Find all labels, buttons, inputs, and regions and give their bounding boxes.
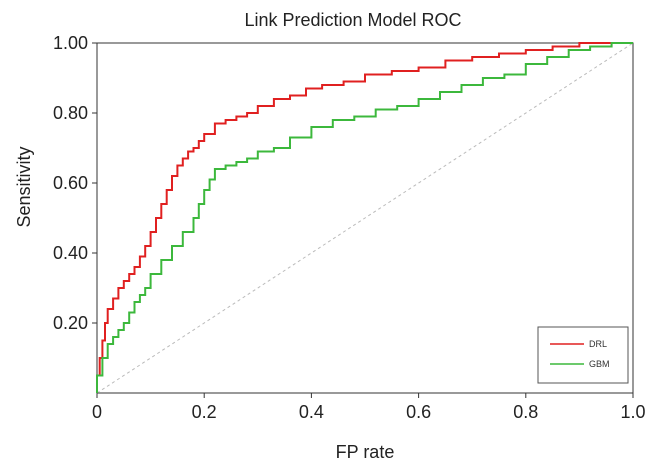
series-line-gbm [96,42,633,393]
legend-box [537,326,629,384]
x-tick-label: 0.8 [513,402,538,422]
y-tick-label: 0.60 [53,173,88,193]
legend-label-drl: DRL [589,339,607,349]
y-tick-label: 0.20 [53,313,88,333]
x-tick-label: 0.6 [406,402,431,422]
x-tick-label: 0 [92,402,102,422]
legend: DRL GBM [537,326,629,384]
reference-diagonal [96,42,634,394]
x-tick-label: 0.2 [192,402,217,422]
y-tick-label: 0.80 [53,103,88,123]
x-tick-label: 1.0 [620,402,645,422]
chart-title: Link Prediction Model ROC [244,10,461,30]
x-tick-label: 0.4 [299,402,324,422]
y-axis-title: Sensitivity [14,146,34,227]
y-axis-ticks: 0.20 0.40 0.60 0.80 1.00 [53,33,97,333]
reference-layer [96,42,634,394]
y-tick-label: 0.40 [53,243,88,263]
series-line-drl [96,42,633,393]
legend-label-gbm: GBM [589,359,610,369]
x-axis-title: FP rate [336,442,395,462]
series-layer [96,42,633,393]
y-tick-label: 1.00 [53,33,88,53]
x-axis-ticks: 0 0.2 0.4 0.6 0.8 1.0 [92,393,646,422]
